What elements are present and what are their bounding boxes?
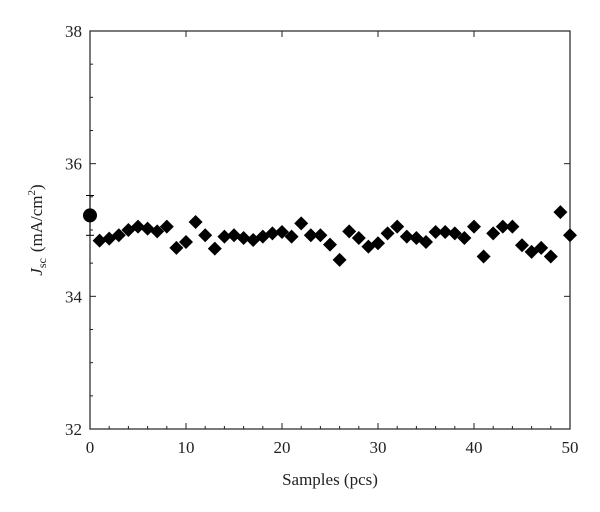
x-tick-label: 50 — [562, 438, 579, 457]
data-point-diamond — [342, 224, 357, 239]
axis-ticks — [89, 30, 571, 430]
data-point-diamond — [351, 230, 366, 245]
data-point-diamond — [399, 229, 414, 244]
data-point-diamond — [419, 234, 433, 249]
x-axis-title: Samples (pcs) — [282, 470, 378, 489]
x-tick-label: 30 — [370, 438, 387, 457]
data-point-diamond — [150, 224, 165, 239]
data-point-diamond — [457, 230, 472, 245]
data-point-circle — [83, 208, 97, 223]
data-point-diamond — [303, 228, 318, 243]
data-point-diamond — [380, 226, 395, 241]
data-point-diamond — [265, 226, 280, 241]
data-point-diamond — [323, 237, 337, 252]
data-point-diamond — [515, 238, 529, 253]
y-axis-unit: (mA/cm — [27, 195, 46, 252]
data-point-diamond — [284, 229, 299, 244]
data-point-diamond — [486, 226, 501, 241]
data-point-diamond — [371, 236, 385, 251]
data-point-diamond — [534, 240, 549, 255]
data-point-diamond — [563, 228, 577, 243]
y-axis-symbol: J — [27, 267, 46, 276]
y-tick-label: 36 — [65, 155, 82, 174]
x-tick-label: 20 — [274, 438, 291, 457]
data-points — [83, 195, 577, 267]
data-point-diamond — [476, 249, 491, 264]
x-tick-label: 0 — [86, 438, 95, 457]
y-axis-unit-superscript: 2 — [26, 190, 38, 196]
data-point-diamond — [553, 205, 568, 220]
data-point-diamond — [495, 219, 510, 234]
axis-tick-labels: 0 10 20 30 40 50 32 34 36 38 — [65, 22, 579, 457]
data-point-diamond — [131, 219, 145, 234]
data-point-diamond — [505, 219, 520, 234]
data-point-diamond — [332, 252, 347, 267]
data-point-diamond — [217, 229, 232, 244]
data-point-diamond — [447, 226, 462, 241]
data-point-diamond — [543, 249, 558, 264]
data-point-diamond — [111, 228, 126, 243]
y-tick-label: 32 — [65, 420, 82, 439]
y-tick-label: 34 — [65, 287, 83, 306]
data-point-diamond — [467, 219, 481, 234]
data-point-diamond — [92, 233, 107, 248]
y-axis-subscript: sc — [35, 258, 49, 268]
y-axis-title: Jsc (mA/cm2) — [26, 184, 49, 275]
data-point-diamond — [207, 241, 222, 256]
data-point-diamond — [179, 234, 193, 249]
x-tick-label: 40 — [466, 438, 483, 457]
data-point-diamond — [390, 219, 405, 234]
data-point-diamond — [294, 216, 309, 231]
data-point-diamond — [188, 215, 203, 230]
data-point-diamond — [313, 228, 328, 243]
x-tick-label: 10 — [178, 438, 195, 457]
y-axis-unit-close: ) — [27, 184, 46, 190]
y-tick-label: 38 — [65, 22, 82, 41]
data-point-diamond — [169, 240, 184, 255]
data-point-diamond — [246, 232, 261, 247]
data-point-diamond — [236, 230, 251, 245]
data-point-diamond — [198, 228, 213, 243]
data-point-diamond — [275, 224, 289, 239]
data-point-diamond — [428, 224, 443, 239]
data-point-diamond — [159, 219, 174, 234]
data-point-diamond — [438, 224, 453, 239]
